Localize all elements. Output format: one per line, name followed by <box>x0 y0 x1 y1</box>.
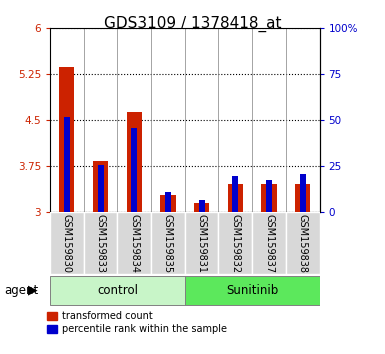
Legend: transformed count, percentile rank within the sample: transformed count, percentile rank withi… <box>47 311 227 334</box>
FancyBboxPatch shape <box>219 212 252 274</box>
Bar <box>194 203 209 212</box>
Text: GSM159832: GSM159832 <box>230 214 240 273</box>
Text: agent: agent <box>4 284 38 297</box>
Bar <box>131 128 137 212</box>
Bar <box>228 184 243 212</box>
FancyBboxPatch shape <box>252 212 286 274</box>
Text: GSM159837: GSM159837 <box>264 214 274 273</box>
FancyBboxPatch shape <box>50 276 185 304</box>
Text: ▶: ▶ <box>28 284 38 297</box>
Bar <box>266 181 272 212</box>
Text: control: control <box>97 284 138 297</box>
Bar <box>127 112 142 212</box>
Bar <box>232 176 238 212</box>
Text: GSM159831: GSM159831 <box>197 214 207 273</box>
FancyBboxPatch shape <box>185 212 219 274</box>
Text: GSM159830: GSM159830 <box>62 214 72 273</box>
Bar <box>59 67 74 212</box>
Text: GSM159838: GSM159838 <box>298 214 308 273</box>
Text: GDS3109 / 1378418_at: GDS3109 / 1378418_at <box>104 16 281 32</box>
Bar <box>64 117 70 212</box>
Bar <box>261 184 276 212</box>
Text: GSM159835: GSM159835 <box>163 214 173 273</box>
FancyBboxPatch shape <box>50 212 84 274</box>
Bar <box>300 175 306 212</box>
Bar <box>295 184 310 212</box>
Text: Sunitinib: Sunitinib <box>226 284 278 297</box>
Bar <box>199 200 205 212</box>
Bar <box>93 161 108 212</box>
Bar <box>97 165 104 212</box>
FancyBboxPatch shape <box>117 212 151 274</box>
FancyBboxPatch shape <box>151 212 185 274</box>
Bar <box>161 195 176 212</box>
Text: GSM159833: GSM159833 <box>95 214 105 273</box>
Bar <box>165 192 171 212</box>
FancyBboxPatch shape <box>286 212 320 274</box>
FancyBboxPatch shape <box>185 276 320 304</box>
Text: GSM159834: GSM159834 <box>129 214 139 273</box>
FancyBboxPatch shape <box>84 212 117 274</box>
